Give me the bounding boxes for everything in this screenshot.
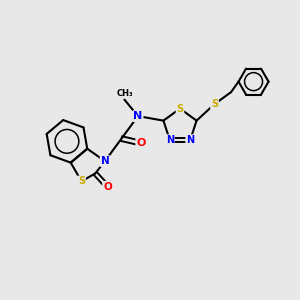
Text: O: O [136, 138, 146, 148]
Text: N: N [186, 135, 194, 145]
Text: S: S [211, 99, 218, 109]
Text: CH₃: CH₃ [116, 89, 133, 98]
Text: N: N [100, 156, 109, 166]
Text: O: O [103, 182, 112, 192]
Text: S: S [176, 103, 184, 114]
Text: S: S [78, 176, 85, 186]
Text: N: N [166, 135, 174, 145]
Text: N: N [133, 111, 142, 121]
